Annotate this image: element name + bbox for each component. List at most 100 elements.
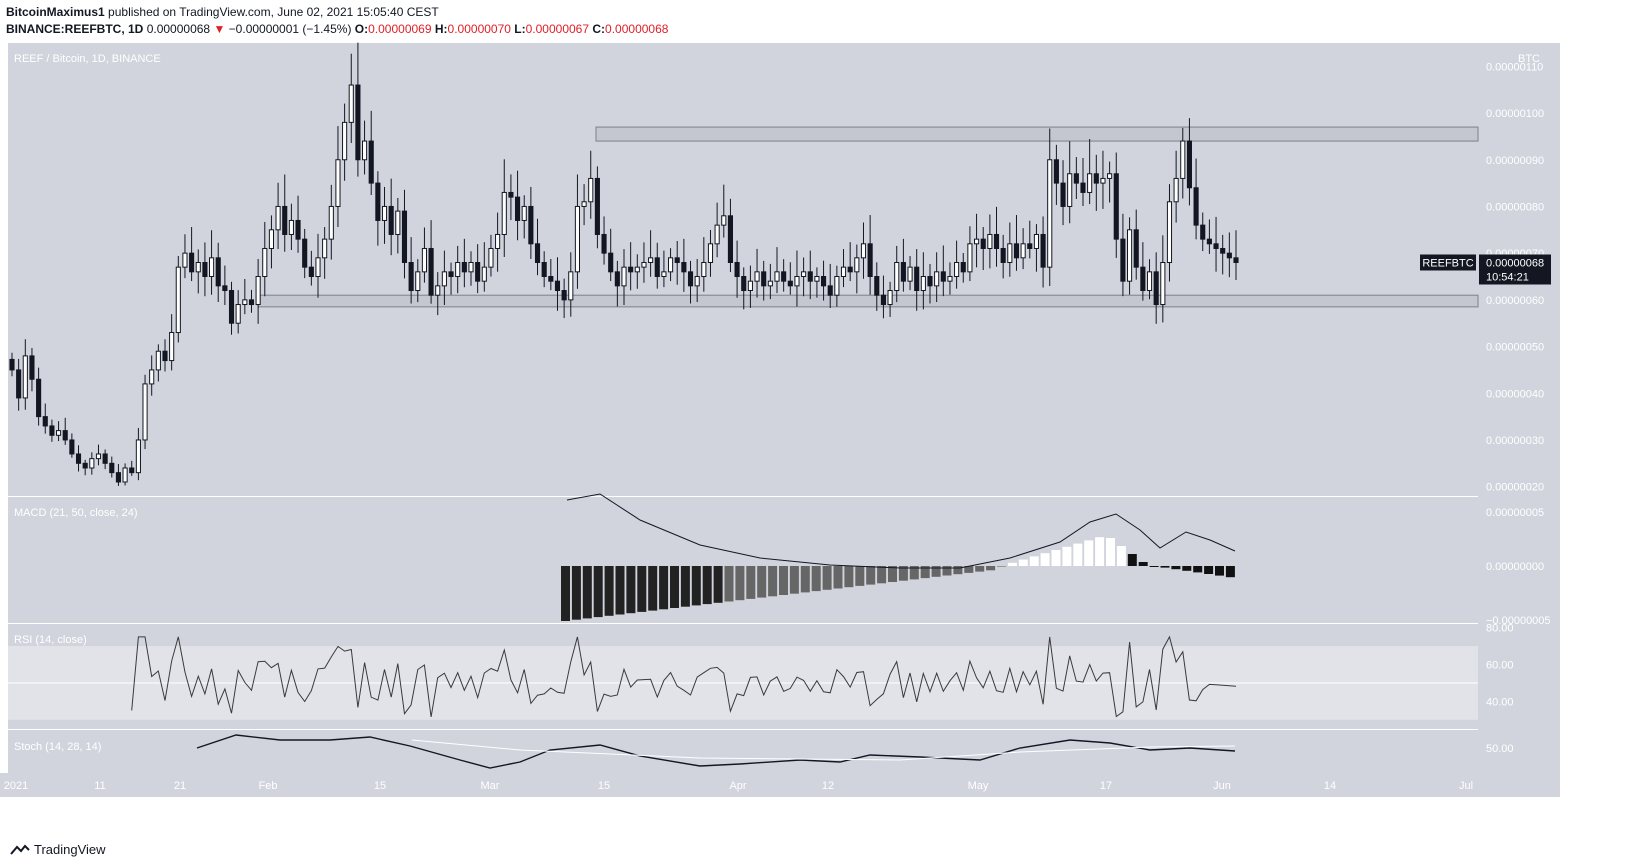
open-label: O:: [354, 22, 369, 36]
candle-body: [388, 205, 394, 235]
candle-body: [142, 383, 148, 441]
time-tick-label: 12: [822, 780, 834, 792]
ohlc-line: BINANCE:REEFBTC, 1D 0.00000068 ▼ −0.0000…: [6, 22, 668, 36]
candle-body: [641, 261, 647, 268]
candle-body: [1067, 173, 1073, 207]
candle-body: [668, 257, 674, 273]
time-axis: 2021 11 21 Feb 15 Mar 15 Apr 12 May 17 Jun 14 Jul: [4, 780, 1473, 792]
candle-body: [993, 233, 1000, 249]
macd-bar: [604, 566, 614, 616]
macd-bar: [1127, 554, 1137, 566]
candle-body: [947, 276, 953, 282]
macd-bar: [942, 566, 952, 576]
candle-body: [362, 140, 368, 161]
macd-bar: [779, 566, 788, 595]
macd-bar: [1106, 538, 1115, 566]
candle-body: [1060, 182, 1066, 207]
macd-bar: [877, 566, 887, 584]
macd-bar: [1073, 543, 1083, 566]
macd-bar: [561, 566, 570, 621]
candle-body: [980, 238, 986, 249]
macd-bar: [789, 566, 799, 594]
macd-bar: [1204, 566, 1214, 574]
candle-body: [129, 467, 135, 474]
candle-body: [262, 247, 268, 278]
macd-bar: [800, 566, 810, 593]
candle-body: [880, 294, 886, 306]
price-tick-label: 0.00000090: [1486, 155, 1544, 167]
candle-body: [235, 304, 241, 324]
candle-body: [940, 271, 946, 282]
author-name[interactable]: BitcoinMaximus1: [6, 5, 105, 19]
candle-body: [907, 266, 913, 282]
candle-body: [701, 261, 707, 278]
zone-1: [257, 294, 1479, 308]
candle-body: [1233, 257, 1239, 263]
time-tick-label: May: [968, 780, 989, 792]
time-tick-label: 14: [1324, 780, 1336, 792]
candle-body: [707, 243, 714, 263]
candle-body: [189, 252, 195, 273]
candle-body: [488, 247, 494, 268]
candle-body: [1133, 229, 1139, 268]
candle-body: [149, 369, 155, 385]
candle-body: [1127, 229, 1133, 282]
macd-bar: [1040, 553, 1050, 566]
macd-bar: [593, 566, 603, 618]
candle-body: [934, 271, 940, 287]
candle-body: [1180, 140, 1186, 179]
candle-body: [1047, 159, 1053, 268]
candle-body: [608, 252, 614, 273]
candle-body: [1186, 140, 1192, 189]
zone-0: [595, 126, 1479, 142]
candle-body: [1020, 243, 1026, 259]
macd-bar: [920, 566, 930, 579]
candle-body: [681, 261, 687, 273]
macd-bar: [1160, 566, 1170, 568]
currency-label: BTC: [1518, 53, 1540, 65]
macd-bar: [746, 566, 756, 599]
candle-body: [1080, 182, 1086, 193]
candle-body: [801, 271, 807, 278]
candle-body: [415, 271, 421, 292]
candle-body: [920, 276, 926, 292]
stoch-pane: [8, 730, 1478, 773]
candle-body: [714, 224, 720, 245]
macd-bar: [670, 566, 679, 608]
candle-body: [594, 177, 600, 235]
candle-body: [421, 247, 427, 273]
price-axis: 0.00000110 0.00000100 0.00000090 0.00000080…: [1486, 53, 1544, 494]
macd-bar: [768, 566, 778, 597]
candle-body: [561, 290, 567, 301]
time-tick-label: Feb: [259, 780, 278, 792]
candle-body: [621, 266, 627, 287]
main-pane-title: REEF / Bitcoin, 1D, BINANCE: [14, 53, 161, 65]
candle-body: [528, 205, 534, 245]
candle-body: [162, 350, 168, 362]
stoch-k-line: [196, 734, 1236, 769]
price-tick-label: 0.00000100: [1486, 108, 1544, 120]
tradingview-logo[interactable]: TradingView: [10, 842, 106, 857]
macd-bar: [1138, 562, 1148, 566]
candle-body: [887, 290, 893, 306]
candle-body: [322, 238, 328, 259]
candle-body: [747, 280, 753, 292]
macd-bar: [713, 566, 723, 603]
candle-body: [568, 271, 574, 301]
main-pane: [8, 43, 1478, 496]
price-tag-value: 0.00000068: [1486, 257, 1544, 269]
candle-body: [9, 358, 15, 371]
candle-body: [787, 280, 793, 287]
candle-body: [654, 257, 660, 278]
candle-body: [308, 266, 314, 278]
rsi-layer: RSI (14, close) 80.00 60.00 40.00: [8, 623, 1514, 720]
price-tick-label: 0.00000020: [1486, 482, 1544, 494]
candle-body: [1027, 243, 1033, 249]
macd-bar: [648, 566, 658, 611]
macd-tick-label: 0.00000005: [1486, 507, 1544, 519]
candle-body: [215, 257, 221, 287]
candle-body: [408, 261, 414, 292]
candle-body: [302, 238, 308, 268]
candle-body: [687, 271, 694, 287]
